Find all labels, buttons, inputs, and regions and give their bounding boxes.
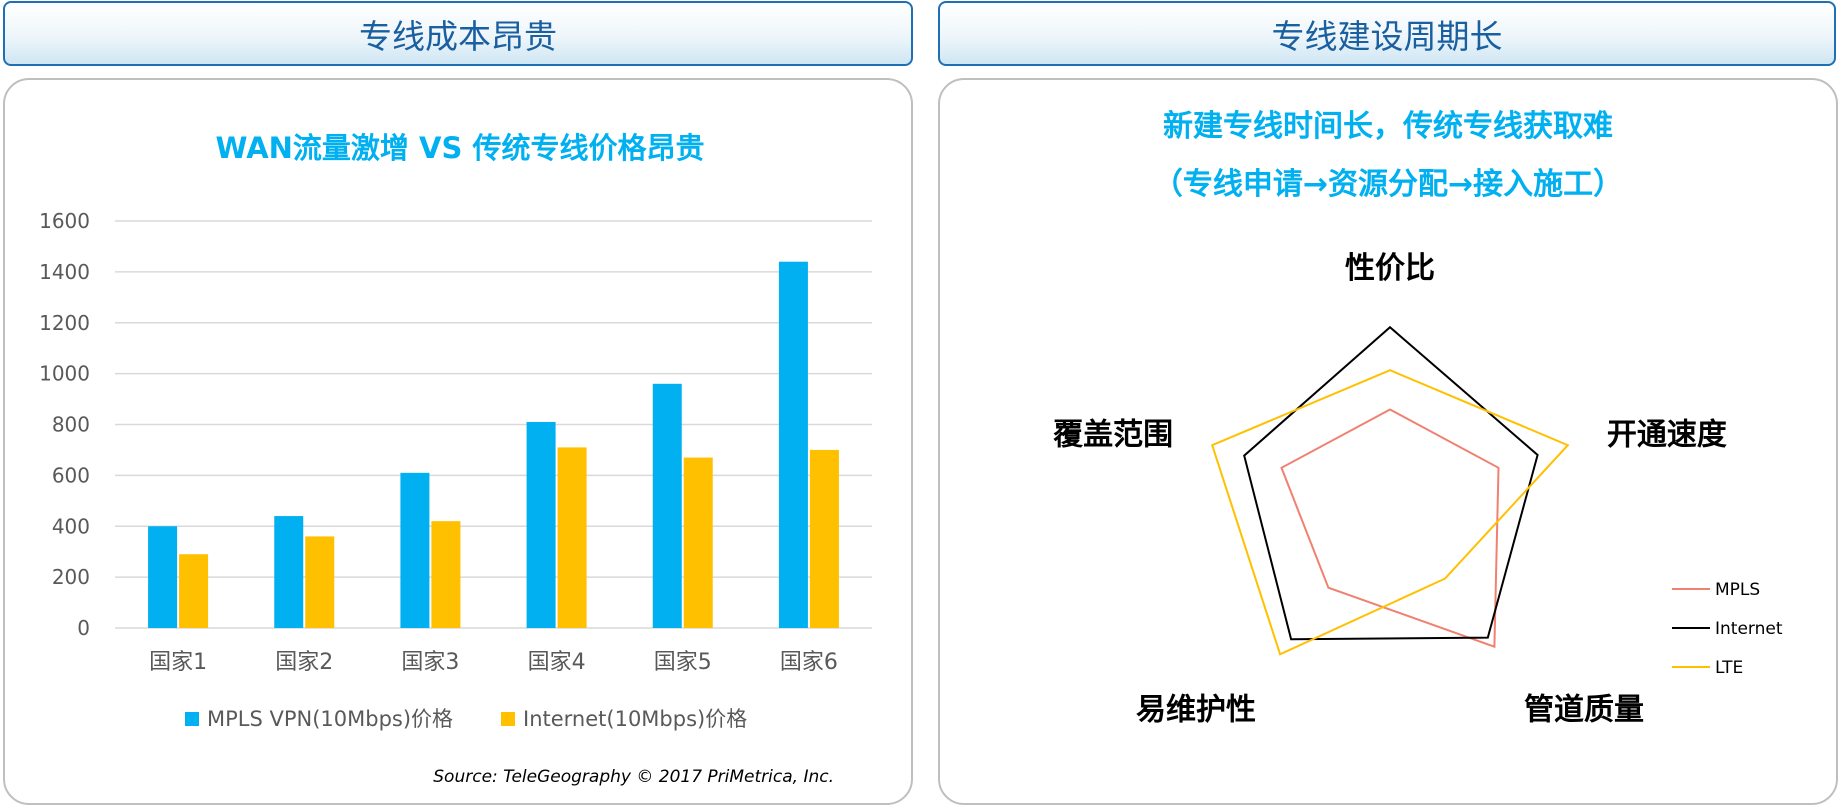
header-build-cycle: 专线建设周期长 xyxy=(938,1,1836,66)
cost-panel: WAN流量激增 VS 传统专线价格昂贵 0 200 400 600 800 1000 120… xyxy=(3,78,913,805)
legend-label: Internet xyxy=(1715,619,1783,639)
legend-label: MPLS xyxy=(1715,580,1760,600)
legend-label: MPLS VPN(10Mbps)价格 xyxy=(207,707,453,731)
radar-series-internet xyxy=(1243,325,1539,641)
bar-chart-title: WAN流量激增 VS 传统专线价格昂贵 xyxy=(216,131,705,165)
bar-mpls-vpn-6 xyxy=(778,261,808,628)
y-tick-label: 1600 xyxy=(39,209,90,233)
radar-axis-label: 性价比 xyxy=(1345,251,1435,286)
radar-chart: 新建专线时间长，传统专线获取难 （专线申请→资源分配→接入施工） 性价比开通速度… xyxy=(1053,109,1783,727)
radar-series-mpls xyxy=(1280,408,1500,649)
radar-series-lte xyxy=(1210,369,1570,656)
legend-swatch xyxy=(501,712,515,726)
radar-title-line2: （专线申请→资源分配→接入施工） xyxy=(1153,167,1623,202)
radar-series xyxy=(1210,325,1570,656)
y-tick-label: 1400 xyxy=(39,260,90,284)
y-tick-label: 600 xyxy=(52,463,90,487)
bar-mpls-vpn-2 xyxy=(274,516,304,628)
bar-mpls-vpn-4 xyxy=(526,421,556,628)
header-build-cycle-title: 专线建设周期长 xyxy=(1271,16,1503,56)
x-tick-label: 国家3 xyxy=(401,650,459,675)
bar-internet-4 xyxy=(557,447,587,628)
radar-title-line1: 新建专线时间长，传统专线获取难 xyxy=(1163,109,1613,144)
bar-marks xyxy=(148,261,839,628)
bar-internet-1 xyxy=(179,554,209,628)
bar-chart: WAN流量激增 VS 传统专线价格昂贵 0 200 400 600 800 1000 120… xyxy=(39,131,872,787)
bar-mpls-vpn-5 xyxy=(652,383,682,628)
bar-legend: MPLS VPN(10Mbps)价格 Internet(10Mbps)价格 xyxy=(185,707,747,731)
build-cycle-panel: 新建专线时间长，传统专线获取难 （专线申请→资源分配→接入施工） 性价比开通速度… xyxy=(938,78,1838,805)
y-tick-label: 800 xyxy=(52,413,90,437)
header-cost: 专线成本昂贵 xyxy=(3,1,913,66)
bar-mpls-vpn-3 xyxy=(400,472,430,628)
bar-internet-6 xyxy=(809,449,839,628)
radar-axis-label: 易维护性 xyxy=(1136,692,1256,727)
source-note: Source: TeleGeography © 2017 PriMetrica,… xyxy=(433,767,834,787)
bar-internet-3 xyxy=(431,521,461,628)
legend-label: LTE xyxy=(1715,658,1743,678)
bar-gridlines xyxy=(115,220,872,629)
y-tick-label: 0 xyxy=(77,616,90,640)
bar-mpls-vpn-1 xyxy=(148,526,178,628)
y-tick-label: 400 xyxy=(52,514,90,538)
x-tick-label: 国家6 xyxy=(780,650,838,675)
bar-x-tick-labels: 国家1 国家2 国家3 国家4 国家5 国家6 xyxy=(149,650,838,675)
x-tick-label: 国家2 xyxy=(275,650,333,675)
bar-y-tick-labels: 0 200 400 600 800 1000 1200 1400 1600 xyxy=(39,209,90,640)
x-tick-label: 国家4 xyxy=(528,650,586,675)
y-tick-label: 200 xyxy=(52,565,90,589)
y-tick-label: 1200 xyxy=(39,311,90,335)
radar-axis-label: 管道质量 xyxy=(1524,692,1644,727)
x-tick-label: 国家1 xyxy=(149,650,207,675)
x-tick-label: 国家5 xyxy=(654,650,712,675)
header-cost-title: 专线成本昂贵 xyxy=(359,16,557,56)
y-tick-label: 1000 xyxy=(39,362,90,386)
legend-swatch xyxy=(185,712,199,726)
radar-axis-label: 开通速度 xyxy=(1607,418,1727,453)
radar-legend: MPLS Internet LTE xyxy=(1672,580,1783,678)
bar-internet-5 xyxy=(683,457,713,628)
bar-internet-2 xyxy=(305,536,335,628)
legend-label: Internet(10Mbps)价格 xyxy=(523,707,747,731)
radar-axis-label: 覆盖范围 xyxy=(1053,418,1173,453)
